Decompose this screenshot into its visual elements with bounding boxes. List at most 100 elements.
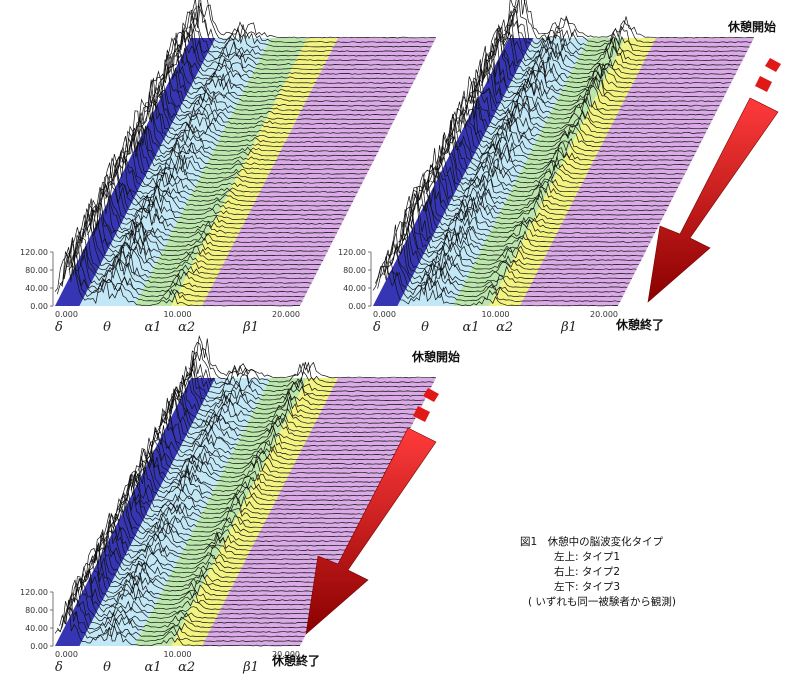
trace-line: [190, 4, 437, 39]
trace-line: [57, 594, 303, 642]
trace-line: [411, 172, 658, 230]
trace-line: [188, 347, 434, 383]
trace-line: [80, 547, 326, 597]
band-delta: [55, 378, 216, 646]
trace-lines: [372, 0, 755, 307]
caption-item-1: 左上: タイプ1: [554, 551, 621, 563]
trace-fill: [509, 0, 754, 38]
band-label-delta: δ: [373, 320, 381, 335]
y-tick-label: 120.00: [20, 588, 48, 597]
trace-line: [487, 25, 734, 80]
y-tick-label: 40.00: [25, 284, 48, 293]
band-label-theta: θ: [421, 320, 429, 335]
caption-title: 図1 休憩中の脳波変化タイプ: [520, 536, 664, 548]
trace-line: [393, 216, 639, 266]
trace-line: [137, 98, 383, 143]
trace-line: [483, 28, 729, 89]
trace-line: [423, 147, 669, 207]
band-label-alpha2: α2: [178, 660, 195, 675]
trace-line: [63, 579, 310, 629]
band-label-theta: θ: [103, 320, 111, 335]
trace-line: [59, 247, 305, 298]
trace-line: [147, 82, 393, 125]
y-tick-label: 120.00: [338, 248, 366, 257]
trace-line: [133, 98, 379, 152]
trace-line: [91, 183, 337, 234]
trace-line: [382, 240, 628, 289]
y-tick-label: 80.00: [25, 266, 48, 275]
trace-line: [439, 120, 685, 175]
band-label-alpha2: α2: [496, 320, 513, 335]
rest-end-label-top: 休憩終了: [616, 318, 665, 332]
trace-fill: [507, 0, 752, 43]
trace-line: [142, 77, 388, 134]
trace-line: [174, 22, 420, 71]
trace-line: [73, 214, 319, 271]
trace-line: [75, 566, 321, 606]
caption-note: ( いずれも同一被験者から観測): [528, 596, 677, 608]
trace-line: [109, 150, 356, 198]
trace-line: [374, 260, 621, 302]
trace-fill: [191, 336, 436, 378]
trace-line: [186, 0, 432, 48]
trace-line: [432, 138, 678, 189]
figure-caption: 図1 休憩中の脳波変化タイプ 左上: タイプ1 右上: タイプ2 左下: タイプ…: [520, 535, 676, 610]
trace-line: [77, 203, 324, 261]
trace-line: [114, 137, 360, 189]
y-axis: 120.00 80.00 40.00 0.00: [20, 248, 54, 311]
trace-line: [68, 580, 314, 620]
trace-line: [435, 131, 681, 184]
trace-line: [494, 19, 741, 66]
x-axis: 0.000 10.000 20.000: [55, 310, 300, 319]
trace-line: [80, 198, 326, 257]
band-alpha2: [489, 38, 656, 306]
trace-line: [59, 607, 305, 638]
band-labels: δ θ α1 α2 β1: [55, 660, 259, 675]
trace-line: [70, 569, 317, 615]
chart-panel-type2: 120.00 80.00 40.00 0.00 0.000 10.000 20.000 δ θ α…: [318, 0, 778, 335]
band-label-theta: θ: [103, 660, 111, 675]
trace-line: [174, 366, 420, 411]
trace-line: [421, 162, 667, 211]
trace-line: [128, 120, 374, 161]
trace-line: [388, 220, 635, 275]
trace-line: [105, 167, 351, 207]
band-alpha2: [171, 38, 338, 306]
trace-line: [414, 180, 660, 225]
y-tick-label: 0.00: [30, 642, 48, 651]
trace-line: [100, 512, 347, 556]
trace-line: [170, 378, 416, 420]
band-label-beta1: β1: [242, 660, 259, 675]
x-tick-label: 0.000: [373, 310, 396, 319]
spectrum-chart-type2: 120.00 80.00 40.00 0.00 0.000 10.000 20.000 δ θ α…: [338, 0, 755, 335]
x-tick-label: 20.000: [272, 310, 300, 319]
caption-item-2: 右上: タイプ2: [554, 566, 621, 578]
trace-line: [485, 27, 731, 84]
trace-line: [183, 3, 430, 52]
y-tick-label: 0.00: [348, 302, 366, 311]
band-label-beta1: β1: [242, 320, 259, 335]
trace-line: [430, 132, 676, 193]
trace-line: [112, 154, 358, 193]
trace-line: [502, 0, 748, 52]
y-tick-label: 0.00: [30, 302, 48, 311]
band-label-alpha1: α1: [462, 320, 479, 335]
x-axis: 0.000 10.000 20.000: [373, 310, 618, 319]
trace-line: [398, 195, 644, 257]
trace-line: [61, 597, 307, 633]
trace-line: [103, 153, 349, 211]
trace-line: [96, 174, 342, 225]
chart-panel-type3: 120.00 80.00 40.00 0.00 0.000 10.000 20.000 δ θ α…: [0, 334, 460, 675]
caption-item-3: 左下: タイプ3: [554, 581, 621, 593]
trace-line: [86, 201, 333, 243]
trace-line: [160, 37, 407, 98]
trace-line: [156, 49, 402, 107]
band-label-alpha1: α1: [144, 320, 161, 335]
trace-line: [379, 243, 625, 293]
x-tick-label: 0.000: [55, 650, 78, 659]
trace-line: [98, 162, 344, 221]
y-tick-label: 40.00: [25, 624, 48, 633]
trace-line: [162, 37, 409, 93]
trace-line: [384, 224, 630, 284]
x-tick-label: 10.000: [164, 310, 192, 319]
